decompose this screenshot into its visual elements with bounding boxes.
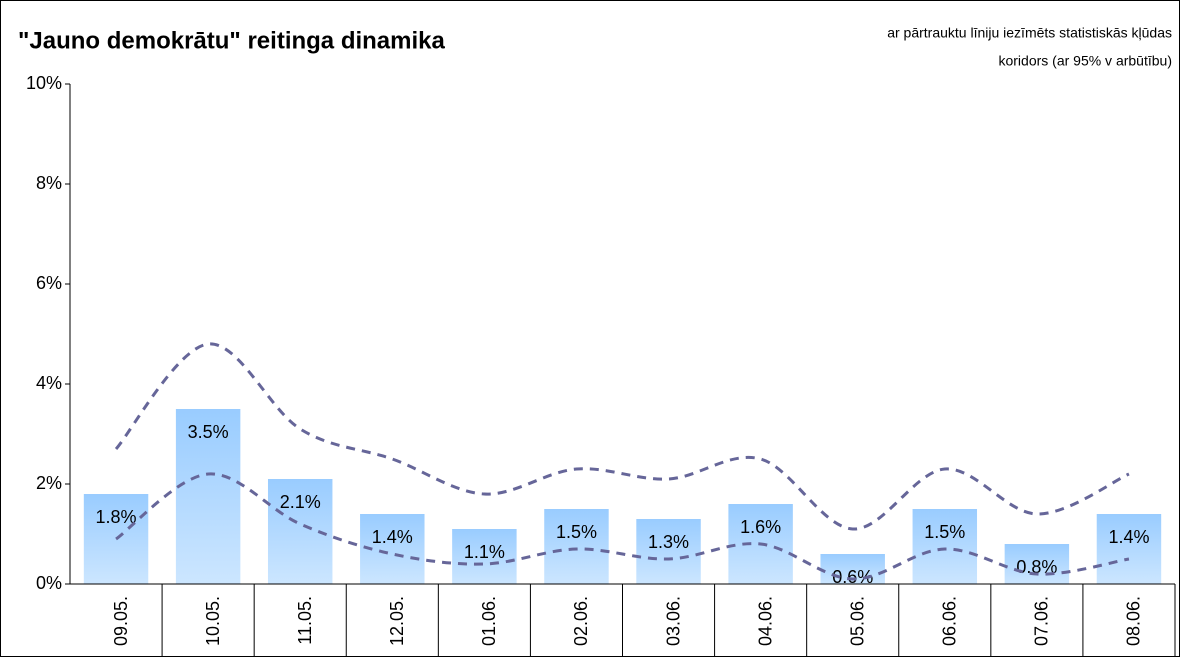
x-tick-label: 08.06.: [1124, 596, 1144, 646]
data-label: 0.6%: [832, 567, 873, 587]
y-tick-label: 2%: [36, 473, 62, 493]
y-tick-label: 4%: [36, 373, 62, 393]
bar: [1004, 544, 1070, 584]
x-tick-label: 12.05.: [387, 596, 407, 646]
y-tick-label: 8%: [36, 173, 62, 193]
bound-line: [114, 342, 1130, 531]
bound-line: [115, 472, 1130, 581]
x-tick-label: 01.06.: [479, 596, 499, 646]
x-tick-label: 06.06.: [940, 596, 960, 646]
data-label: 1.6%: [740, 517, 781, 537]
x-tick-label: 04.06.: [755, 596, 775, 646]
data-label: 1.5%: [556, 522, 597, 542]
data-label: 1.4%: [372, 527, 413, 547]
y-tick-label: 10%: [26, 73, 62, 93]
bar: [1096, 514, 1162, 584]
data-label: 1.5%: [924, 522, 965, 542]
x-tick-label: 10.05.: [203, 596, 223, 646]
data-label: 1.3%: [648, 532, 689, 552]
x-tick-label: 02.06.: [571, 596, 591, 646]
data-label: 0.8%: [1016, 557, 1057, 577]
bar: [636, 519, 701, 584]
data-label: 1.1%: [464, 542, 505, 562]
bar: [912, 509, 978, 584]
data-label: 2.1%: [280, 492, 321, 512]
x-tick-label: 07.06.: [1032, 596, 1052, 646]
data-label: 1.8%: [96, 507, 137, 527]
x-tick-label: 11.05.: [295, 596, 315, 645]
subtitle: koridors (ar 95% v arbūtību): [998, 53, 1172, 69]
x-tick-label: 05.06.: [847, 596, 867, 646]
bar: [175, 409, 241, 584]
data-label: 3.5%: [188, 422, 229, 442]
subtitle: ar pārtrauktu līniju iezīmēts statistisk…: [887, 25, 1172, 41]
x-tick-label: 03.06.: [663, 596, 683, 646]
y-tick-label: 6%: [36, 273, 62, 293]
bar: [452, 529, 517, 584]
data-label: 1.4%: [1108, 527, 1149, 547]
x-tick-label: 09.05.: [111, 596, 131, 646]
chart-title: "Jauno demokrātu" reitinga dinamika: [18, 27, 446, 54]
bar: [544, 509, 609, 584]
y-tick-label: 0%: [36, 573, 62, 593]
